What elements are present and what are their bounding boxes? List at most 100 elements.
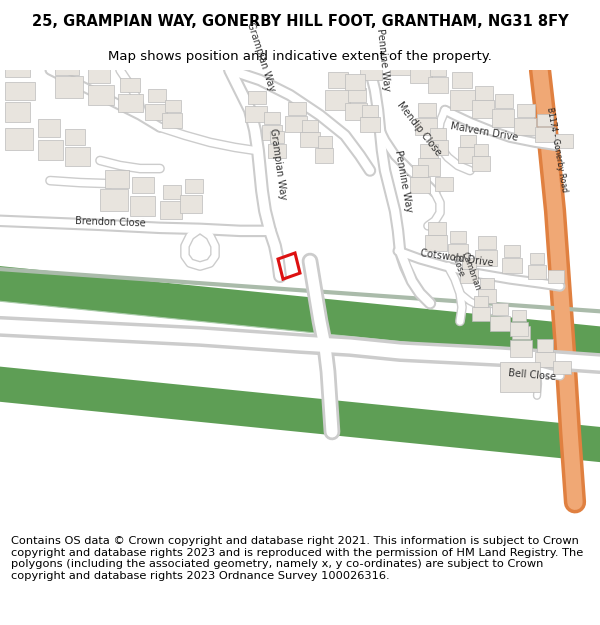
Bar [132, 177, 154, 192]
Bar [264, 112, 280, 124]
Bar [130, 196, 155, 216]
Bar [495, 94, 513, 108]
Bar [268, 144, 286, 159]
Bar [512, 326, 530, 339]
Bar [553, 361, 571, 374]
Bar [537, 114, 553, 126]
Bar [460, 136, 476, 148]
Bar [38, 141, 63, 161]
Bar [428, 77, 448, 93]
Bar [475, 86, 493, 100]
Text: Pennine Way: Pennine Way [393, 149, 414, 213]
Polygon shape [0, 367, 600, 462]
Polygon shape [0, 266, 600, 362]
Bar [120, 78, 140, 92]
Bar [535, 351, 555, 367]
Bar [478, 236, 496, 249]
Bar [328, 72, 348, 88]
Text: Malvern Drive: Malvern Drive [450, 121, 519, 142]
Bar [345, 103, 367, 120]
Bar [510, 341, 532, 356]
Bar [420, 144, 438, 159]
Bar [528, 265, 546, 279]
Bar [537, 339, 553, 351]
Text: Bell Close: Bell Close [508, 368, 557, 382]
Text: Cambrian
Close: Cambrian Close [450, 250, 482, 295]
Bar [502, 258, 522, 273]
Bar [145, 104, 167, 120]
Bar [100, 189, 128, 211]
Bar [245, 106, 267, 123]
Bar [300, 132, 320, 148]
Bar [38, 119, 60, 138]
Bar [418, 159, 440, 176]
Text: Grampian Way: Grampian Way [268, 128, 288, 201]
Bar [474, 144, 488, 156]
Bar [148, 89, 166, 102]
Bar [514, 118, 536, 136]
Bar [410, 65, 432, 83]
Bar [450, 231, 466, 243]
Bar [285, 116, 307, 132]
Bar [480, 278, 494, 289]
Bar [270, 131, 284, 143]
Bar [5, 82, 35, 100]
Bar [517, 104, 535, 118]
Bar [548, 270, 564, 283]
Bar [418, 103, 436, 118]
Bar [435, 177, 453, 191]
Bar [315, 148, 333, 162]
Bar [555, 134, 573, 148]
Bar [160, 201, 182, 219]
Bar [450, 90, 475, 110]
Text: Mendip Close: Mendip Close [395, 100, 443, 158]
Bar [452, 72, 472, 88]
Bar [430, 63, 446, 76]
Bar [492, 109, 514, 128]
Bar [472, 156, 490, 171]
Bar [492, 303, 508, 316]
Bar [410, 177, 430, 192]
Text: Grampian Way: Grampian Way [245, 21, 277, 92]
Bar [458, 148, 478, 162]
Bar [512, 310, 526, 321]
Bar [390, 55, 415, 75]
Bar [500, 362, 540, 392]
Bar [5, 59, 30, 77]
Bar [362, 105, 378, 118]
Bar [462, 258, 476, 269]
Bar [360, 118, 380, 132]
Bar [165, 100, 181, 112]
Bar [5, 102, 30, 122]
Bar [163, 184, 181, 199]
Bar [65, 148, 90, 166]
Bar [460, 269, 478, 283]
Bar [430, 128, 446, 141]
Text: Cotswold Drive: Cotswold Drive [420, 248, 494, 268]
Bar [504, 245, 520, 257]
Bar [474, 296, 488, 308]
Bar [55, 57, 79, 75]
Text: Brendon Close: Brendon Close [75, 216, 146, 229]
Bar [288, 102, 306, 115]
Bar [472, 308, 490, 321]
Bar [88, 67, 110, 83]
Bar [472, 100, 494, 118]
Bar [345, 74, 365, 90]
Bar [425, 235, 447, 251]
Bar [302, 120, 318, 132]
Bar [428, 141, 448, 156]
Bar [475, 250, 497, 266]
Text: B1174 - Gonerby Road: B1174 - Gonerby Road [545, 106, 569, 192]
Bar [490, 316, 510, 331]
Bar [118, 94, 143, 112]
Bar [248, 91, 266, 104]
Bar [478, 289, 496, 303]
Bar [55, 76, 83, 98]
Text: Map shows position and indicative extent of the property.: Map shows position and indicative extent… [108, 51, 492, 63]
Bar [325, 90, 350, 110]
Bar [348, 88, 366, 102]
Bar [65, 129, 85, 146]
Bar [412, 164, 428, 177]
Bar [88, 85, 114, 105]
